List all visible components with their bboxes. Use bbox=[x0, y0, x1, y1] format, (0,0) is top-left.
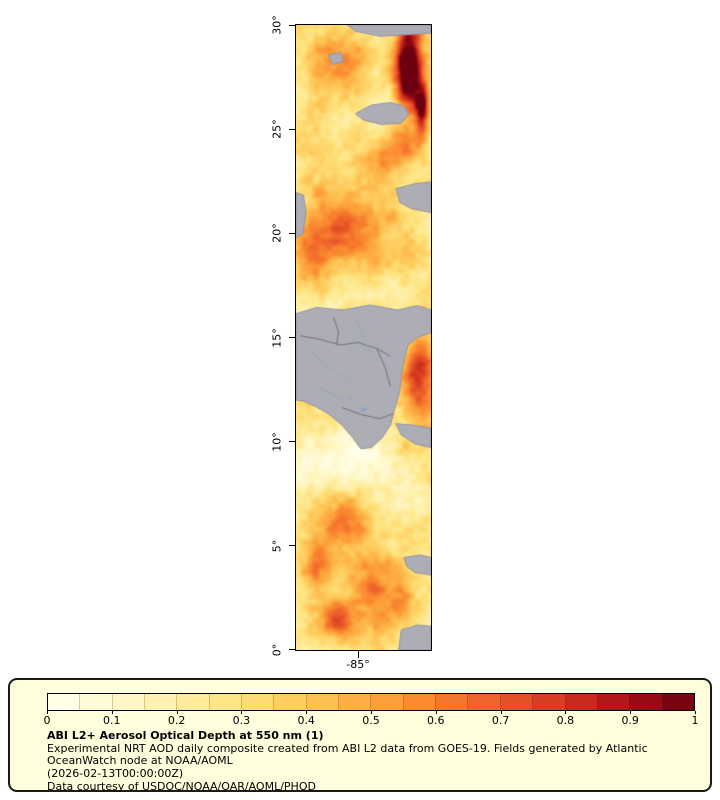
legend-title: ABI L2+ Aerosol Optical Depth at 550 nm … bbox=[47, 729, 324, 742]
caption: ABI L2+ Aerosol Optical Depth at 550 nm … bbox=[47, 729, 699, 793]
colorbar-tick-label: 1 bbox=[691, 714, 699, 727]
colorbar-tick bbox=[630, 711, 632, 714]
latitude-tick-label: 20° bbox=[270, 223, 284, 244]
colorbar-tick bbox=[371, 711, 372, 714]
colorbar-segment bbox=[305, 694, 339, 710]
colorbar-tick bbox=[500, 711, 502, 714]
colorbar-tick-label: 0.4 bbox=[297, 714, 315, 727]
colorbar-segment bbox=[564, 694, 597, 710]
colorbar-tick bbox=[176, 711, 178, 714]
latitude-tick bbox=[289, 128, 295, 130]
colorbar bbox=[47, 693, 695, 711]
legend-timestamp: (2026-02-13T00:00:00Z) bbox=[47, 766, 184, 780]
latitude-tick bbox=[289, 25, 295, 26]
colorbar-tick-label: 0.9 bbox=[621, 714, 639, 727]
colorbar-tick bbox=[565, 711, 567, 714]
colorbar-segment bbox=[79, 694, 112, 710]
colorbar-ticks: 0 0.1 0.2 0.3 0.4 0.5 0.6 0.7 0.8 0.9 1 bbox=[43, 711, 699, 729]
colorbar-tick bbox=[695, 711, 696, 714]
colorbar-segment bbox=[273, 694, 306, 710]
latitude-tick bbox=[289, 232, 295, 234]
colorbar-segment bbox=[48, 694, 80, 710]
colorbar-tick bbox=[111, 711, 113, 714]
colorbar-tick bbox=[241, 711, 243, 714]
aod-map-canvas bbox=[296, 25, 431, 650]
colorbar-tick-label: 0 bbox=[43, 714, 51, 727]
latitude-tick bbox=[289, 441, 295, 443]
colorbar-tick-label: 0.1 bbox=[103, 714, 121, 727]
longitude-tick-label: -85° bbox=[346, 658, 370, 671]
legend-description: Experimental NRT AOD daily composite cre… bbox=[47, 741, 648, 768]
latitude-tick bbox=[289, 545, 295, 547]
colorbar-segment bbox=[208, 694, 242, 710]
colorbar-tick-label: 0.3 bbox=[232, 714, 251, 727]
latitude-tick-label: 10° bbox=[270, 431, 284, 452]
colorbar-segment bbox=[144, 694, 177, 710]
longitude-tick bbox=[358, 651, 359, 658]
colorbar-tick-label: 0.2 bbox=[167, 714, 186, 727]
latitude-tick-label: 25° bbox=[270, 119, 284, 139]
colorbar-tick-label: 0.6 bbox=[427, 714, 445, 727]
colorbar-tick-label: 0.5 bbox=[362, 714, 380, 727]
colorbar-segment bbox=[338, 694, 371, 710]
colorbar-tick bbox=[47, 711, 48, 714]
map-plot: 30° 25° 20° 15° 10° 5° 0° -85° bbox=[271, 15, 432, 671]
latitude-tick bbox=[289, 649, 295, 650]
latitude-tick-label: 0° bbox=[270, 643, 284, 657]
colorbar-tick-label: 0.8 bbox=[556, 714, 575, 727]
colorbar-segment bbox=[111, 694, 145, 710]
legend-courtesy: Data courtesy of USDOC/NOAA/OAR/AOML/PHO… bbox=[47, 779, 316, 793]
colorbar-segment bbox=[661, 694, 694, 710]
colorbar-segment bbox=[467, 694, 500, 710]
colorbar-tick bbox=[435, 711, 437, 714]
latitude-tick-label: 5° bbox=[270, 539, 284, 553]
colorbar-segment bbox=[402, 694, 436, 710]
colorbar-segment bbox=[241, 694, 274, 710]
colorbar-segment bbox=[435, 694, 468, 710]
colorbar-segment bbox=[532, 694, 565, 710]
colorbar-tick bbox=[306, 711, 308, 714]
colorbar-segment bbox=[629, 694, 662, 710]
colorbar-segment bbox=[596, 694, 630, 710]
colorbar-segment bbox=[370, 694, 403, 710]
latitude-tick-label: 30° bbox=[270, 15, 284, 35]
colorbar-segment bbox=[176, 694, 209, 710]
colorbar-segment bbox=[499, 694, 533, 710]
latitude-tick-label: 15° bbox=[270, 327, 284, 348]
colorbar-tick-label: 0.7 bbox=[491, 714, 510, 727]
latitude-tick bbox=[289, 337, 295, 338]
legend-panel: 0 0.1 0.2 0.3 0.4 0.5 0.6 0.7 0.8 0.9 1 ABI L2+ Ae… bbox=[8, 678, 712, 792]
